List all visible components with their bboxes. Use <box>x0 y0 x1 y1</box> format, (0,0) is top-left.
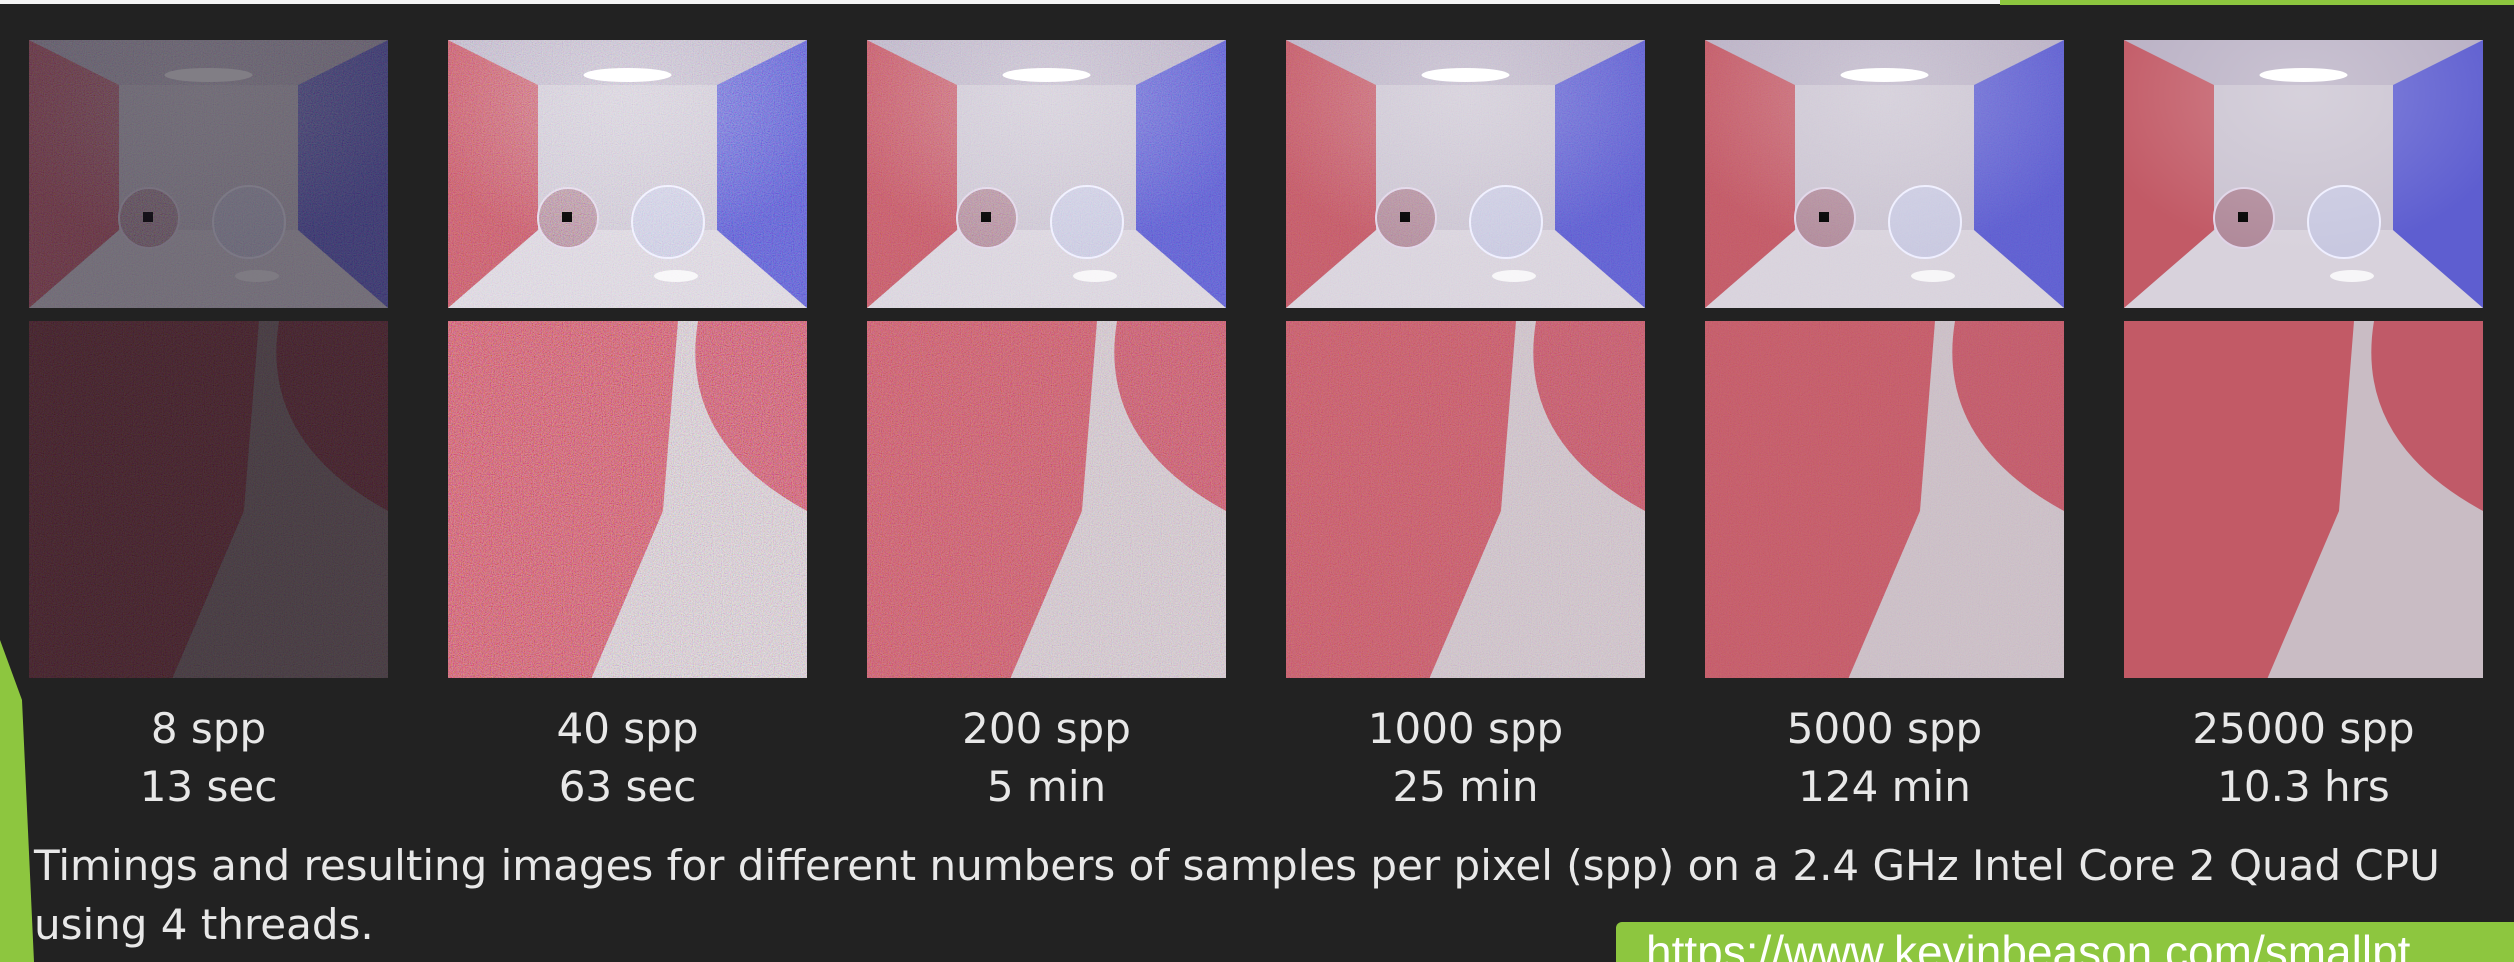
noise <box>1286 321 1645 678</box>
glow <box>2124 40 2483 308</box>
noise <box>448 40 807 308</box>
accent-bar <box>2000 0 2514 5</box>
crop <box>448 321 807 678</box>
time-label: 25 min <box>1256 758 1676 816</box>
link-box[interactable]: https://www.kevinbeason.com/smallpt <box>1616 922 2514 962</box>
crop <box>867 321 1226 678</box>
render <box>1705 40 2064 308</box>
crop <box>1705 321 2064 678</box>
time-label: 10.3 hrs <box>2094 758 2514 816</box>
time-label: 124 min <box>1675 758 2095 816</box>
samples-label: 25000 spp <box>2094 700 2514 758</box>
noise <box>1705 40 2064 308</box>
screenshot: {"panels": [ {"samples": "8 spp", "time"… <box>0 0 2514 962</box>
render <box>867 40 1226 308</box>
time-label: 5 min <box>837 758 1257 816</box>
samples-label: 200 spp <box>837 700 1257 758</box>
render <box>2124 40 2483 308</box>
samples-label: 1000 spp <box>1256 700 1676 758</box>
time-label: 63 sec <box>418 758 838 816</box>
samples-label: 5000 spp <box>1675 700 2095 758</box>
crop <box>29 321 388 678</box>
noise <box>867 40 1226 308</box>
noise <box>448 321 807 678</box>
render <box>29 40 388 308</box>
dim <box>29 40 388 308</box>
samples-label: 8 spp <box>0 700 419 758</box>
render <box>448 40 807 308</box>
time-label: 13 sec <box>0 758 419 816</box>
dark-noise <box>29 321 388 678</box>
crop <box>2124 321 2483 678</box>
crop <box>1286 321 1645 678</box>
link[interactable]: https://www.kevinbeason.com/smallpt <box>1646 924 2410 962</box>
noise <box>1286 40 1645 308</box>
samples-label: 40 spp <box>418 700 838 758</box>
image-grid <box>0 0 2514 962</box>
noise <box>867 321 1226 678</box>
noise <box>1705 321 2064 678</box>
render <box>1286 40 1645 308</box>
